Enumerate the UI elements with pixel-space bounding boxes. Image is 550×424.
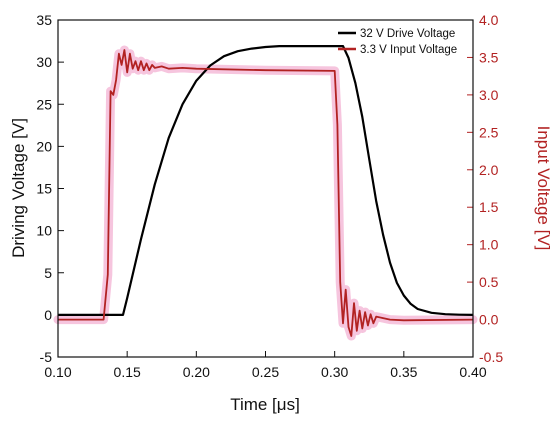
left-tick-label: 30	[36, 54, 52, 70]
bottom-tick-label: 0.30	[321, 364, 348, 380]
right-tick-label: -0.5	[479, 349, 503, 365]
left-tick-label: 25	[36, 96, 52, 112]
input-voltage-glow	[53, 45, 478, 341]
right-tick-label: 3.5	[479, 49, 499, 65]
left-axis-title: Driving Voltage [V]	[9, 118, 28, 258]
left-tick-label: 10	[36, 223, 52, 239]
bottom-tick-label: 0.25	[252, 364, 279, 380]
right-tick-labels: -0.5 0.0 0.5 1.0 1.5 2.0 2.5 3.0 3.5 4.0	[479, 12, 503, 365]
left-tick-label: 5	[44, 265, 52, 281]
legend: 32 V Drive Voltage 3.3 V Input Voltage	[338, 28, 457, 56]
right-tick-label: 1.0	[479, 237, 499, 253]
left-tick-labels: -5 0 5 10 15 20 25 30 35	[36, 12, 52, 365]
bottom-tick-label: 0.15	[114, 364, 141, 380]
bottom-tick-label: 0.10	[44, 364, 71, 380]
plot-frame	[57, 19, 474, 358]
drive-voltage-line	[58, 45, 474, 316]
left-tick-label: 20	[36, 138, 52, 154]
legend-label-input: 3.3 V Input Voltage	[360, 44, 457, 56]
right-tick-label: 2.0	[479, 162, 499, 178]
bottom-tick-labels: 0.10 0.15 0.20 0.25 0.30 0.35 0.40	[44, 364, 486, 380]
right-tick-label: 2.5	[479, 124, 499, 140]
right-tick-label: 0.0	[479, 312, 499, 328]
x-axis-title: Time [μs]	[230, 395, 300, 414]
right-tick-label: 4.0	[479, 12, 499, 28]
series-lines	[53, 45, 478, 341]
right-tick-label: 3.0	[479, 87, 499, 103]
left-tick-label: -5	[40, 349, 53, 365]
input-voltage-line	[58, 49, 474, 337]
right-tick-label: 1.5	[479, 199, 499, 215]
right-axis-title: Input Voltage [V]	[534, 126, 550, 251]
left-tick-label: 15	[36, 181, 52, 197]
bottom-tick-label: 0.40	[459, 364, 486, 380]
right-tick-label: 0.5	[479, 274, 499, 290]
bottom-tick-label: 0.20	[183, 364, 210, 380]
tick-marks	[57, 19, 474, 358]
legend-label-drive: 32 V Drive Voltage	[360, 28, 455, 40]
bottom-tick-label: 0.35	[390, 364, 417, 380]
left-tick-label: 0	[44, 307, 52, 323]
left-tick-label: 35	[36, 12, 52, 28]
